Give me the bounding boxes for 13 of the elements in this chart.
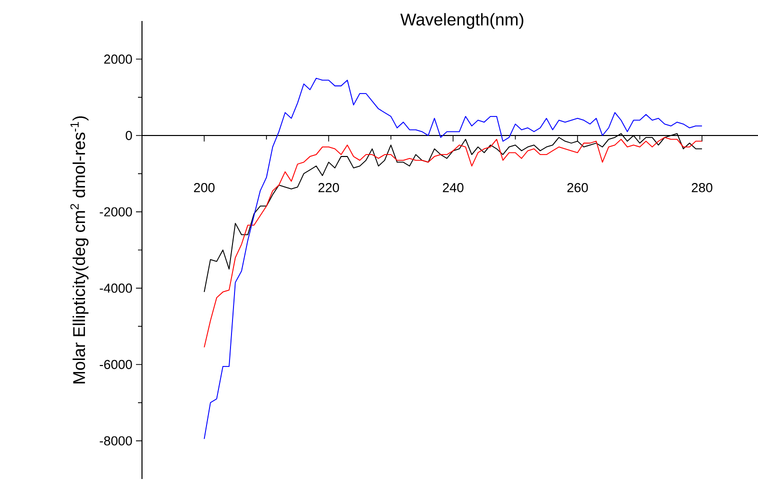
x-axis-title: Wavelength(nm): [400, 13, 524, 29]
y-tick-label: 2000: [104, 54, 132, 64]
x-tick-label: 220: [318, 183, 340, 192]
y-tick-label: 0: [126, 130, 132, 140]
y-tick-label: -8000: [100, 436, 132, 446]
x-tick-label: 280: [692, 183, 712, 192]
y-tick-label: -2000: [100, 207, 132, 216]
x-tick-label: 200: [194, 183, 215, 192]
y-axis-title: Molar Ellipticity(deg cm$^{2}$ dmol-res$^{-1}$): [70, 116, 88, 384]
y-tick-label: -4000: [100, 284, 132, 293]
y-tick-label: -6000: [100, 360, 132, 370]
x-tick-label: 240: [442, 183, 464, 192]
x-tick-label: 260: [567, 183, 588, 192]
